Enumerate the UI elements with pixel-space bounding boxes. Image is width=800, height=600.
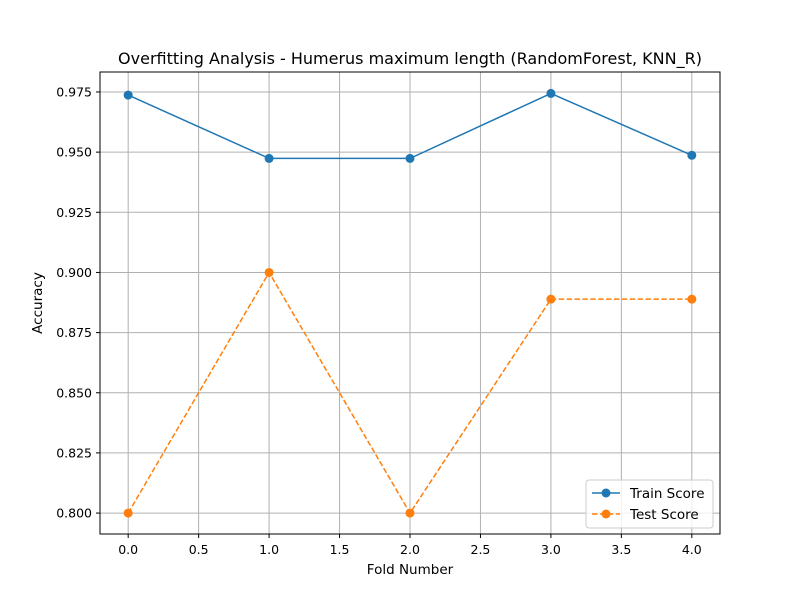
data-point [405, 153, 415, 163]
x-tick-label: 0.5 [189, 542, 209, 557]
data-point [546, 88, 556, 98]
y-axis-title: Accuracy [30, 272, 46, 334]
x-tick-label: 4.0 [682, 542, 702, 557]
x-tick-label: 3.5 [611, 542, 631, 557]
data-point [123, 508, 133, 518]
y-axis: 0.800 0.825 0.850 0.875 0.900 0.925 0.950 0.975 [56, 84, 100, 521]
y-tick-label: 0.800 [56, 506, 92, 521]
x-tick-label: 0.0 [118, 542, 138, 557]
x-tick-label: 3.0 [541, 542, 561, 557]
x-tick-label: 1.5 [330, 542, 350, 557]
data-point [264, 267, 274, 277]
data-point [264, 153, 274, 163]
data-point [687, 294, 697, 304]
y-tick-label: 0.875 [56, 325, 92, 340]
data-point [546, 294, 556, 304]
y-tick-label: 0.950 [56, 145, 92, 160]
legend-label: Train Score [629, 486, 705, 502]
series-test-score [123, 267, 697, 518]
chart-title: Overfitting Analysis - Humerus maximum l… [118, 49, 702, 69]
series-layer [123, 88, 697, 518]
legend-marker [601, 509, 611, 519]
data-point [405, 508, 415, 518]
x-tick-label: 2.5 [471, 542, 491, 557]
legend: Train Score Test Score [585, 479, 714, 529]
y-tick-label: 0.900 [56, 265, 92, 280]
series-train-score [123, 88, 697, 163]
data-point [123, 90, 133, 100]
y-tick-label: 0.975 [56, 84, 92, 99]
data-point [687, 150, 697, 160]
x-tick-label: 1.0 [259, 542, 279, 557]
legend-box [585, 479, 714, 529]
x-axis-title: Fold Number [367, 562, 454, 578]
x-tick-label: 2.0 [400, 542, 420, 557]
legend-label: Test Score [629, 507, 699, 523]
x-axis: 0.0 0.5 1.0 1.5 2.0 2.5 3.0 3.5 4.0 [118, 534, 702, 557]
y-tick-label: 0.850 [56, 385, 92, 400]
y-tick-label: 0.825 [56, 445, 92, 460]
y-tick-label: 0.925 [56, 205, 92, 220]
legend-marker [601, 488, 611, 498]
